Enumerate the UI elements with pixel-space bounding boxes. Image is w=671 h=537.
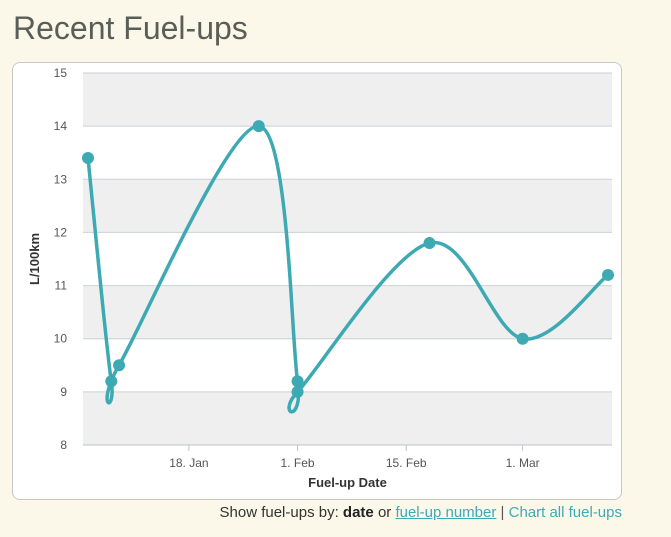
plot-band [83,285,612,339]
x-tick-label: 15. Feb [386,456,427,470]
series-line [86,124,610,414]
x-tick-label: 1. Feb [281,456,315,470]
y-tick-label: 10 [54,332,68,346]
footer-or: or [377,504,392,521]
data-point [423,237,436,250]
sort-by-number-link[interactable]: fuel-up number [395,504,497,521]
sort-by-date: date [342,504,374,521]
x-axis-title: Fuel-up Date [308,475,387,490]
y-tick-label: 9 [60,385,67,399]
y-tick-label: 11 [55,279,68,293]
data-point [291,385,304,398]
data-point [252,120,265,133]
data-point [602,268,614,281]
y-tick-label: 12 [54,225,68,239]
footer-separator: | [500,504,505,521]
data-point [113,359,126,372]
plot-band [83,73,612,127]
data-point [82,152,94,165]
plot-band [83,391,612,445]
y-tick-label: 8 [60,438,67,452]
plot-band [83,179,612,233]
y-tick-label: 14 [54,119,68,133]
y-axis-title: L/100km [27,233,42,285]
x-tick-label: 18. Jan [169,456,208,470]
data-point [291,375,304,388]
data-point [516,332,529,345]
page-title: Recent Fuel-ups [13,10,248,46]
footer-prefix: Show fuel-ups by: [219,504,339,521]
y-tick-label: 15 [54,66,68,80]
chart-container: 8 9 10 11 12 13 14 15 18. Jan 1. Feb 15. Feb 1. Mar… [12,62,622,500]
y-tick-label: 13 [54,172,68,186]
footer-bar: Show fuel-ups by: date or fuel-up number… [220,504,622,521]
data-point [105,375,118,388]
x-tick-label: 1. Mar [506,456,540,470]
chart-all-link[interactable]: Chart all fuel-ups [508,504,622,521]
fuel-chart: 8 9 10 11 12 13 14 15 18. Jan 1. Feb 15. Feb 1. Mar… [27,66,614,490]
